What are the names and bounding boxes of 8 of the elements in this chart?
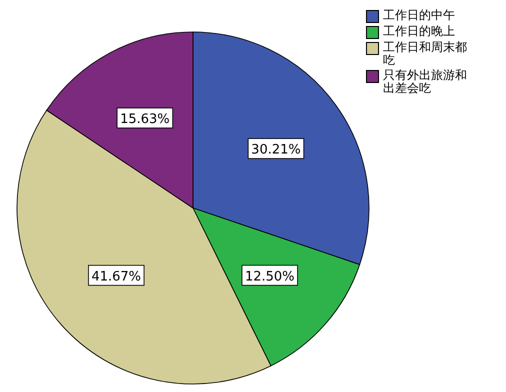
legend-label: 工作日和周末都吃 — [383, 40, 468, 67]
legend-label: 工作日的晚上 — [383, 24, 456, 38]
legend-label: 只有外出旅游和出差会吃 — [383, 68, 468, 95]
data-label: 30.21% — [251, 142, 301, 158]
data-label: 15.63% — [120, 112, 170, 127]
data-label: 12.50% — [244, 269, 295, 284]
legend-label: 工作日的中午 — [383, 8, 456, 22]
data-label: 41.67% — [91, 269, 142, 284]
